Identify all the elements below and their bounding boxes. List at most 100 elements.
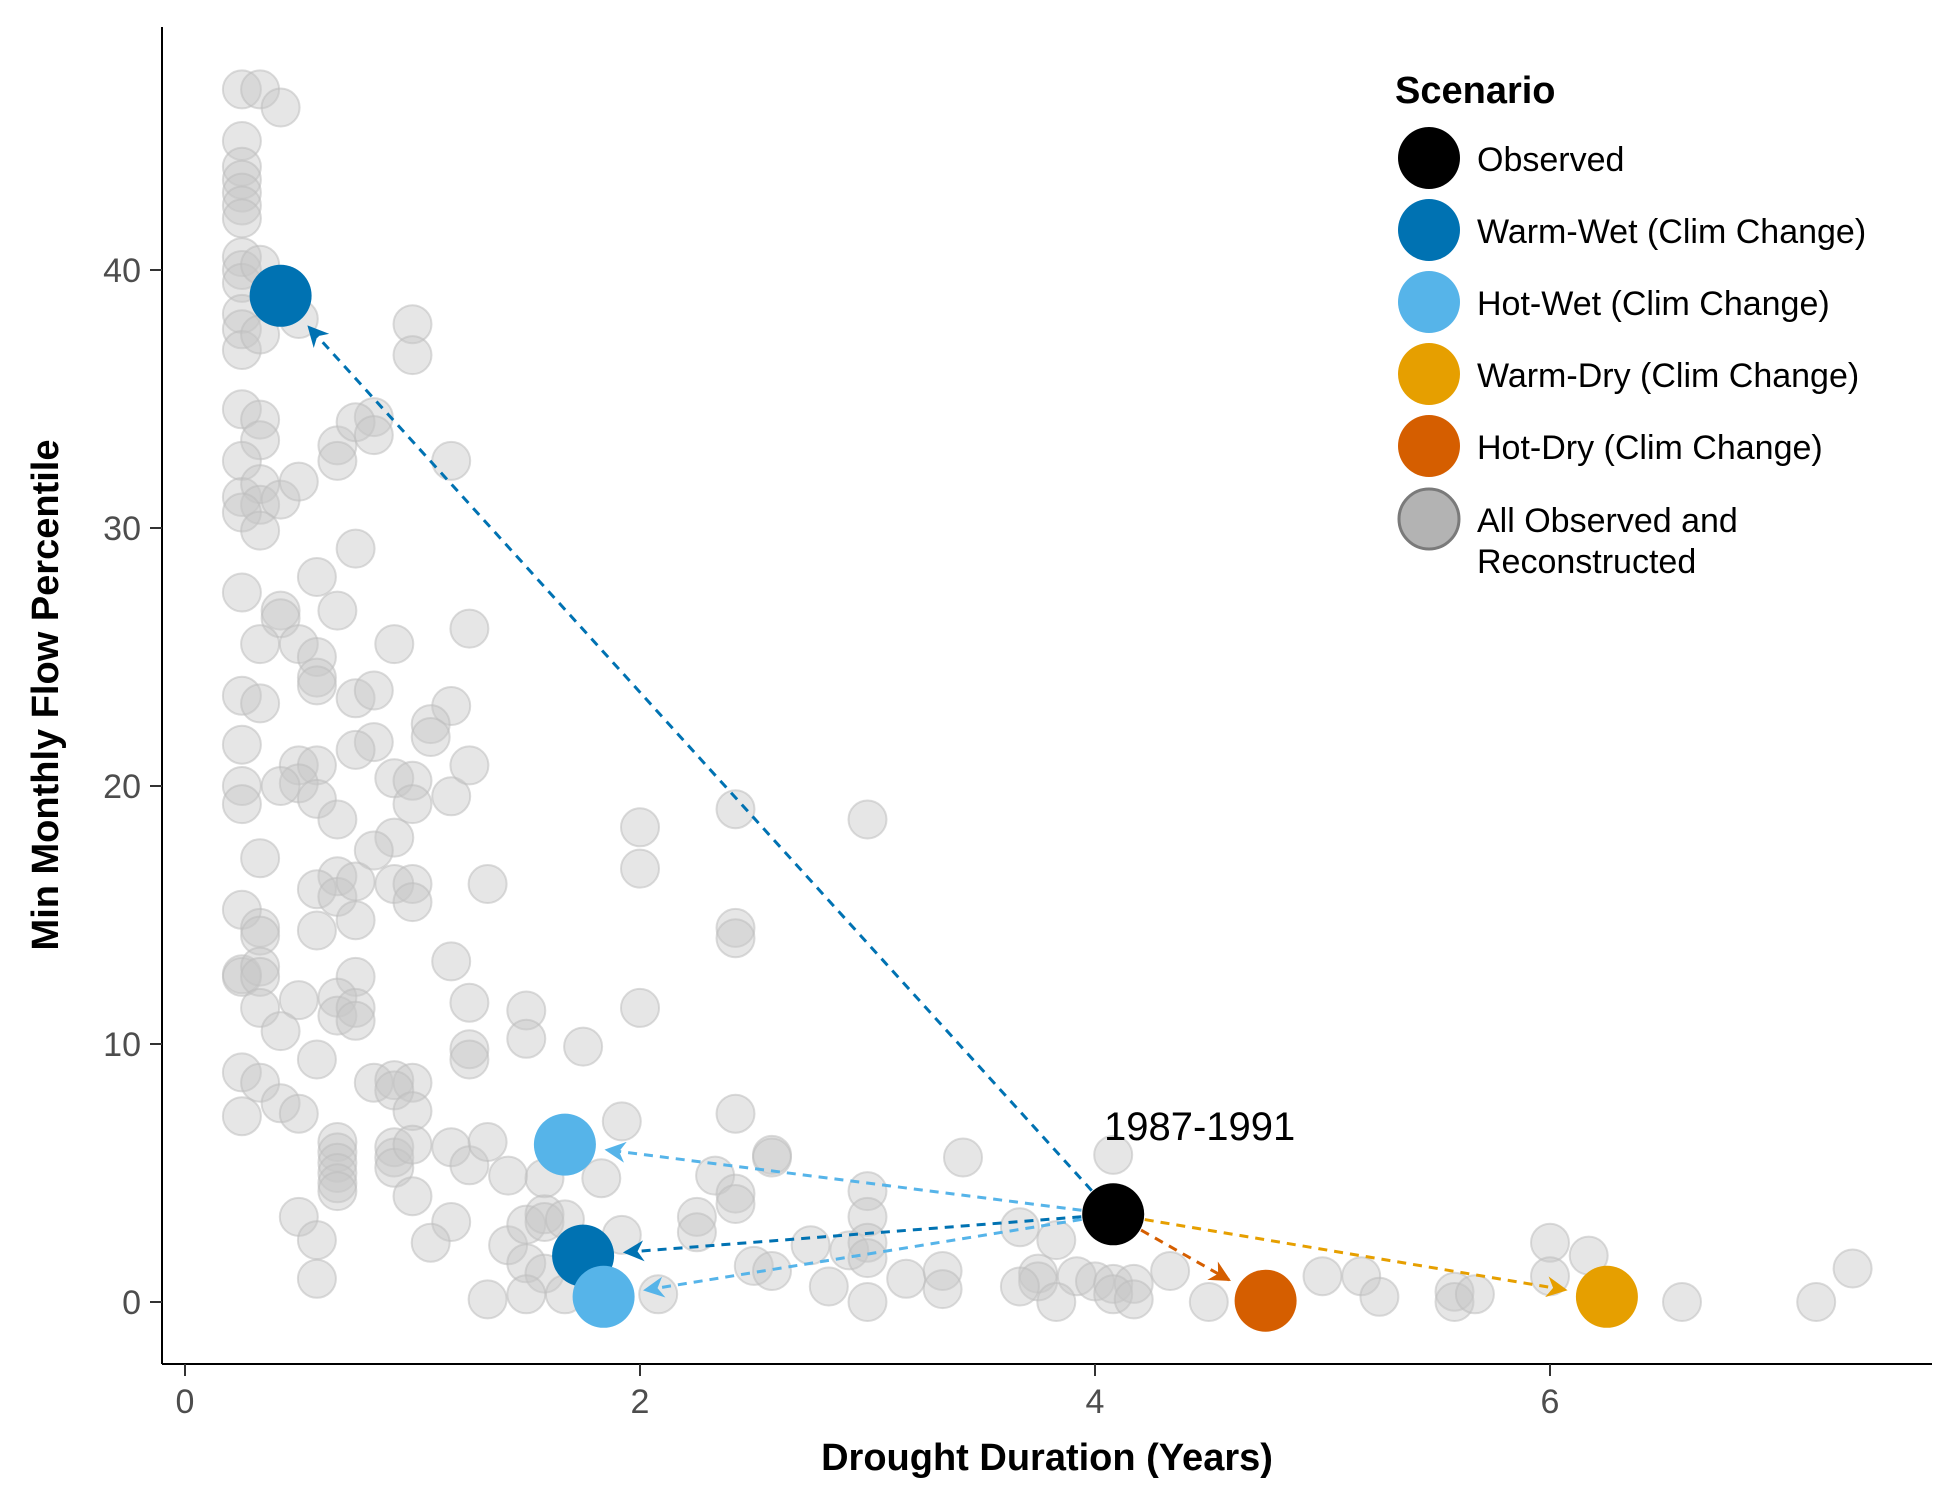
background-point (847, 1282, 888, 1322)
background-point (1113, 1263, 1154, 1304)
legend-label-all-observed: All Observed and (1477, 502, 1738, 540)
background-point (715, 1184, 756, 1224)
background-point (392, 335, 433, 376)
background-point (240, 838, 281, 879)
background-point (506, 1243, 547, 1284)
background-point (335, 861, 376, 902)
background-point (1832, 1248, 1873, 1289)
background-point (353, 670, 394, 711)
background-point (1434, 1271, 1475, 1312)
background-point (317, 1142, 358, 1183)
background-point (676, 1196, 717, 1237)
background-point (431, 440, 472, 481)
background-point (221, 389, 262, 430)
background-point (410, 1222, 451, 1263)
background-point (431, 941, 472, 982)
background-point (1150, 1251, 1191, 1291)
background-points (221, 69, 1873, 1322)
background-point (715, 918, 756, 959)
background-point (392, 1176, 433, 1217)
x-axis-title: Drought Duration (Years) (821, 1437, 1273, 1479)
background-point (335, 528, 376, 569)
background-point (221, 185, 262, 226)
background-point (1454, 1274, 1495, 1315)
background-point (1036, 1220, 1077, 1261)
background-point (943, 1137, 983, 1178)
background-point (620, 848, 660, 889)
x-tick-label: 2 (631, 1383, 650, 1421)
background-point (449, 1029, 490, 1070)
background-point (317, 590, 358, 631)
background-point (374, 817, 415, 858)
legend-key-all-observed (1397, 487, 1461, 551)
background-point (221, 572, 262, 613)
background-point (240, 1062, 281, 1103)
y-tick-label: 30 (103, 510, 141, 548)
background-point (1093, 1134, 1134, 1175)
background-point (317, 1171, 358, 1212)
x-tick-label: 6 (1541, 1383, 1560, 1421)
scenario-arrow (307, 325, 1115, 1216)
background-point (1434, 1282, 1475, 1322)
background-point (240, 510, 281, 551)
background-point (260, 87, 301, 128)
background-point (808, 1266, 849, 1307)
background-point (886, 1258, 927, 1299)
background-point (449, 745, 490, 786)
background-point (240, 946, 281, 987)
background-point (752, 1137, 792, 1178)
background-point (335, 987, 376, 1028)
x-tick-label: 0 (176, 1383, 195, 1421)
legend-label-hot-dry: Hot-Dry (Clim Change) (1477, 429, 1823, 467)
legend-label-hot-wet: Hot-Wet (Clim Change) (1477, 285, 1830, 323)
background-point (676, 1212, 717, 1253)
background-point (1302, 1256, 1343, 1297)
background-point (335, 1000, 376, 1041)
background-point (715, 1093, 756, 1134)
background-point (296, 869, 337, 910)
background-point (715, 789, 756, 830)
scenario-point (572, 1265, 635, 1328)
y-tick-label: 10 (103, 1026, 141, 1064)
background-point (601, 1101, 642, 1142)
background-point (1662, 1282, 1702, 1322)
background-point (296, 778, 337, 819)
y-tick-label: 0 (122, 1284, 141, 1322)
background-point (392, 784, 433, 825)
background-point (847, 1238, 888, 1279)
background-point (335, 729, 376, 770)
background-point (240, 399, 281, 440)
background-point (221, 724, 262, 765)
background-point (296, 637, 337, 677)
background-point (922, 1269, 963, 1310)
background-point (488, 1155, 529, 1196)
observed-point (1082, 1183, 1145, 1246)
background-point (847, 1222, 888, 1263)
legend-key-warm-wet (1398, 199, 1460, 261)
background-point (296, 1039, 337, 1080)
background-point (240, 956, 281, 997)
legend-label-all-observed-line2: Reconstructed (1477, 543, 1696, 581)
background-point (374, 624, 415, 665)
background-point (296, 665, 337, 706)
background-point (715, 1173, 756, 1214)
background-point (392, 1124, 433, 1165)
scenario-point (533, 1113, 596, 1176)
background-point (410, 704, 451, 745)
background-point (221, 784, 262, 825)
scenario-arrow (1112, 1212, 1568, 1298)
background-point (221, 1096, 262, 1137)
background-point (260, 766, 301, 806)
background-point (1093, 1263, 1134, 1304)
background-point (240, 624, 281, 665)
background-point (506, 990, 547, 1031)
background-point (1036, 1282, 1077, 1322)
y-axis-ticks: 0 10 20 30 40 (103, 252, 162, 1322)
background-point (392, 304, 433, 345)
background-point (317, 1122, 358, 1162)
scenario-point (1234, 1269, 1297, 1332)
background-point (392, 1091, 433, 1132)
background-point (1796, 1282, 1837, 1322)
background-point (999, 1207, 1040, 1248)
